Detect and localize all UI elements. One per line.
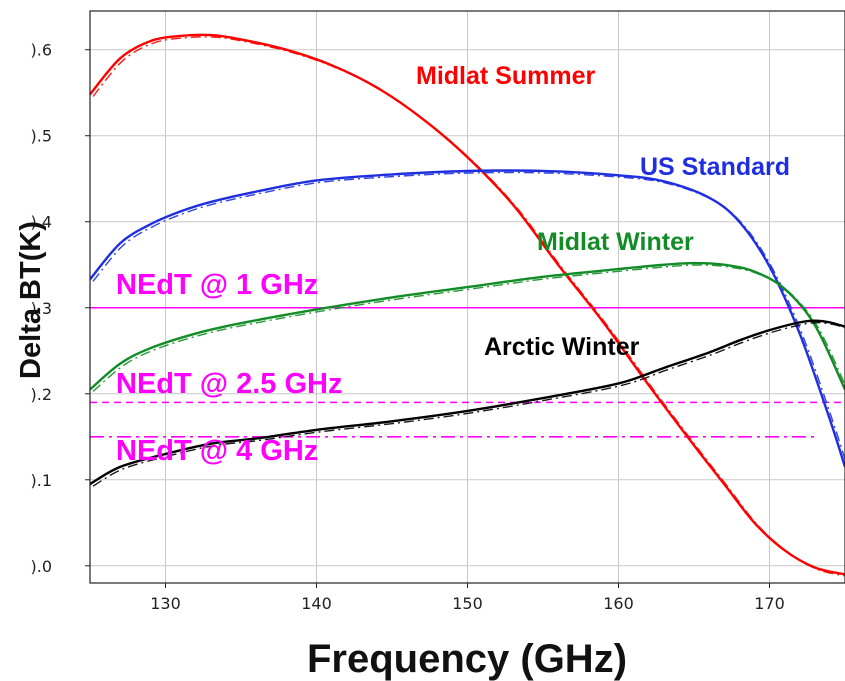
tick-labels: 130 140 150 160 170 ).0 ).1 ).2 ).3 ).4 ).5 ).6 <box>30 41 784 613</box>
threshold-lines <box>90 306 845 438</box>
x-tick-label: 140 <box>301 594 332 613</box>
x-tick-label: 150 <box>452 594 483 613</box>
y-tick-label: ).1 <box>30 471 52 490</box>
y-tick-label: ).3 <box>30 299 52 318</box>
y-tick-label: ).5 <box>30 127 52 146</box>
y-tick-label: ).4 <box>30 213 52 232</box>
series-line-3 <box>90 319 845 486</box>
series-label-arctic-winter: Arctic Winter <box>484 333 640 361</box>
series-lines <box>90 33 845 577</box>
series-line-variant-3 <box>92 321 845 487</box>
y-axis-title: Delta BT(K) <box>15 221 47 379</box>
series-line-2 <box>90 261 845 391</box>
x-tick-label: 130 <box>150 594 181 613</box>
y-tick-label: ).0 <box>30 557 52 576</box>
y-tick-label: ).6 <box>30 41 52 60</box>
series-label-midlat-summer: Midlat Summer <box>416 62 595 90</box>
y-tick-label: ).2 <box>30 385 52 404</box>
series-line-0 <box>90 33 845 576</box>
series-line-variant-1 <box>92 171 845 462</box>
x-axis-title: Frequency (GHz) <box>307 637 627 681</box>
series-labels: Midlat Summer US Standard Midlat Winter … <box>116 62 790 467</box>
series-label-midlat-winter: Midlat Winter <box>537 228 694 256</box>
series-label-us-standard: US Standard <box>640 153 790 181</box>
x-tick-label: 160 <box>603 594 634 613</box>
x-tick-label: 170 <box>754 594 785 613</box>
threshold-label-2-5ghz: NEdT @ 2.5 GHz <box>116 368 342 400</box>
threshold-label-4ghz: NEdT @ 4 GHz <box>116 435 318 467</box>
threshold-label-1ghz: NEdT @ 1 GHz <box>116 269 318 301</box>
